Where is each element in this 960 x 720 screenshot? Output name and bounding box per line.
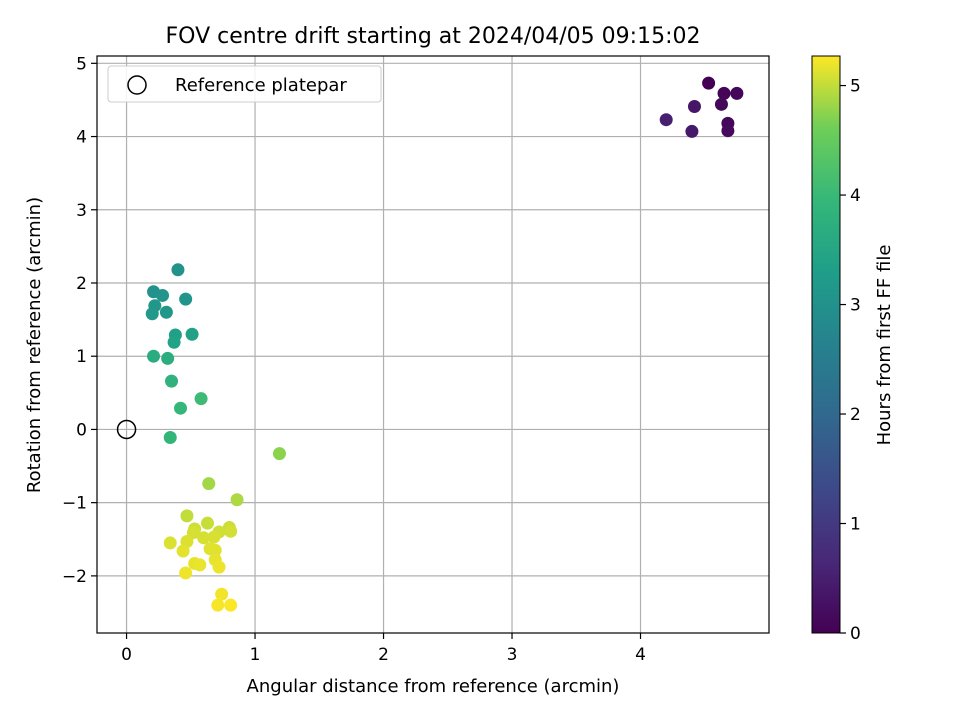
scatter-point bbox=[702, 76, 716, 90]
scatter-point bbox=[659, 113, 673, 127]
colorbar-tick-label: 3 bbox=[850, 296, 861, 316]
y-tick-label: −1 bbox=[62, 494, 87, 514]
colorbar-tick-label: 2 bbox=[850, 405, 861, 425]
y-tick-label: 0 bbox=[76, 420, 87, 440]
x-tick-label: 4 bbox=[635, 645, 646, 665]
scatter-point bbox=[147, 349, 161, 363]
scatter-point bbox=[145, 307, 159, 321]
x-axis-ticks: 0 1 2 3 4 bbox=[121, 633, 646, 665]
colorbar: 0 1 2 3 4 5 Hours from first FF file bbox=[811, 55, 895, 644]
colorbar-tick-label: 1 bbox=[850, 515, 861, 535]
scatter-point bbox=[272, 447, 286, 461]
scatter-point bbox=[207, 530, 221, 544]
colorbar-gradient bbox=[811, 55, 841, 634]
y-tick-label: 3 bbox=[76, 201, 87, 221]
y-axis-label: Rotation from reference (arcmin) bbox=[24, 197, 45, 493]
scatter-point bbox=[197, 531, 211, 545]
x-tick-label: 0 bbox=[121, 645, 132, 665]
scatter-point bbox=[163, 430, 177, 444]
y-tick-label: −2 bbox=[62, 567, 87, 587]
legend-box bbox=[107, 65, 382, 103]
scatter-point bbox=[194, 392, 208, 406]
scatter-point bbox=[179, 292, 193, 306]
scatter-point bbox=[721, 124, 735, 138]
scatter-point bbox=[717, 86, 731, 100]
reference-marker-group bbox=[116, 419, 137, 440]
x-tick-label: 1 bbox=[250, 645, 261, 665]
chart-title: FOV centre drift starting at 2024/04/05 … bbox=[166, 24, 701, 49]
y-tick-label: 4 bbox=[76, 128, 87, 148]
scatter-point bbox=[215, 587, 229, 601]
colorbar-label: Hours from first FF file bbox=[874, 245, 895, 446]
colorbar-tick-label: 0 bbox=[850, 624, 861, 644]
y-tick-label: 2 bbox=[76, 274, 87, 294]
scatter-point bbox=[176, 544, 190, 558]
scatter-point bbox=[224, 598, 238, 612]
scatter-point bbox=[212, 560, 226, 574]
scatter-points bbox=[145, 76, 744, 612]
scatter-point bbox=[211, 598, 225, 612]
x-tick-label: 3 bbox=[507, 645, 518, 665]
scatter-point bbox=[156, 288, 170, 302]
scatter-point bbox=[208, 543, 222, 557]
scatter-point bbox=[193, 558, 207, 572]
scatter-point bbox=[159, 305, 173, 319]
legend: Reference platepar bbox=[107, 65, 382, 103]
scatter-point bbox=[201, 516, 215, 530]
scatter-point bbox=[165, 374, 179, 388]
scatter-point bbox=[167, 335, 181, 349]
scatter-point bbox=[687, 100, 701, 114]
plot-frame bbox=[96, 55, 770, 634]
y-axis-ticks: −2 −1 0 1 2 3 4 5 bbox=[62, 54, 97, 587]
y-tick-label: 5 bbox=[76, 54, 87, 74]
scatter-point bbox=[174, 401, 188, 415]
scatter-point bbox=[230, 493, 244, 507]
scatter-point bbox=[730, 86, 744, 100]
reference-platepar-marker bbox=[116, 419, 137, 440]
scatter-point bbox=[202, 477, 216, 491]
x-tick-label: 2 bbox=[378, 645, 389, 665]
scatter-point bbox=[714, 97, 728, 111]
scatter-point bbox=[171, 263, 185, 277]
legend-marker-icon bbox=[127, 75, 147, 95]
scatter-point bbox=[685, 124, 699, 138]
scatter-point bbox=[180, 509, 194, 523]
x-axis-label: Angular distance from reference (arcmin) bbox=[247, 676, 620, 697]
scatter-point bbox=[161, 351, 175, 365]
colorbar-tick-label: 4 bbox=[850, 186, 861, 206]
grid bbox=[97, 56, 769, 633]
y-tick-label: 1 bbox=[76, 347, 87, 367]
colorbar-tick-label: 5 bbox=[850, 77, 861, 97]
scatter-point bbox=[163, 536, 177, 550]
scatter-point bbox=[224, 524, 238, 538]
legend-entry-reference: Reference platepar bbox=[175, 75, 347, 96]
colorbar-ticks: 0 1 2 3 4 5 bbox=[840, 77, 861, 644]
scatter-point bbox=[179, 566, 193, 580]
scatter-point bbox=[185, 327, 199, 341]
